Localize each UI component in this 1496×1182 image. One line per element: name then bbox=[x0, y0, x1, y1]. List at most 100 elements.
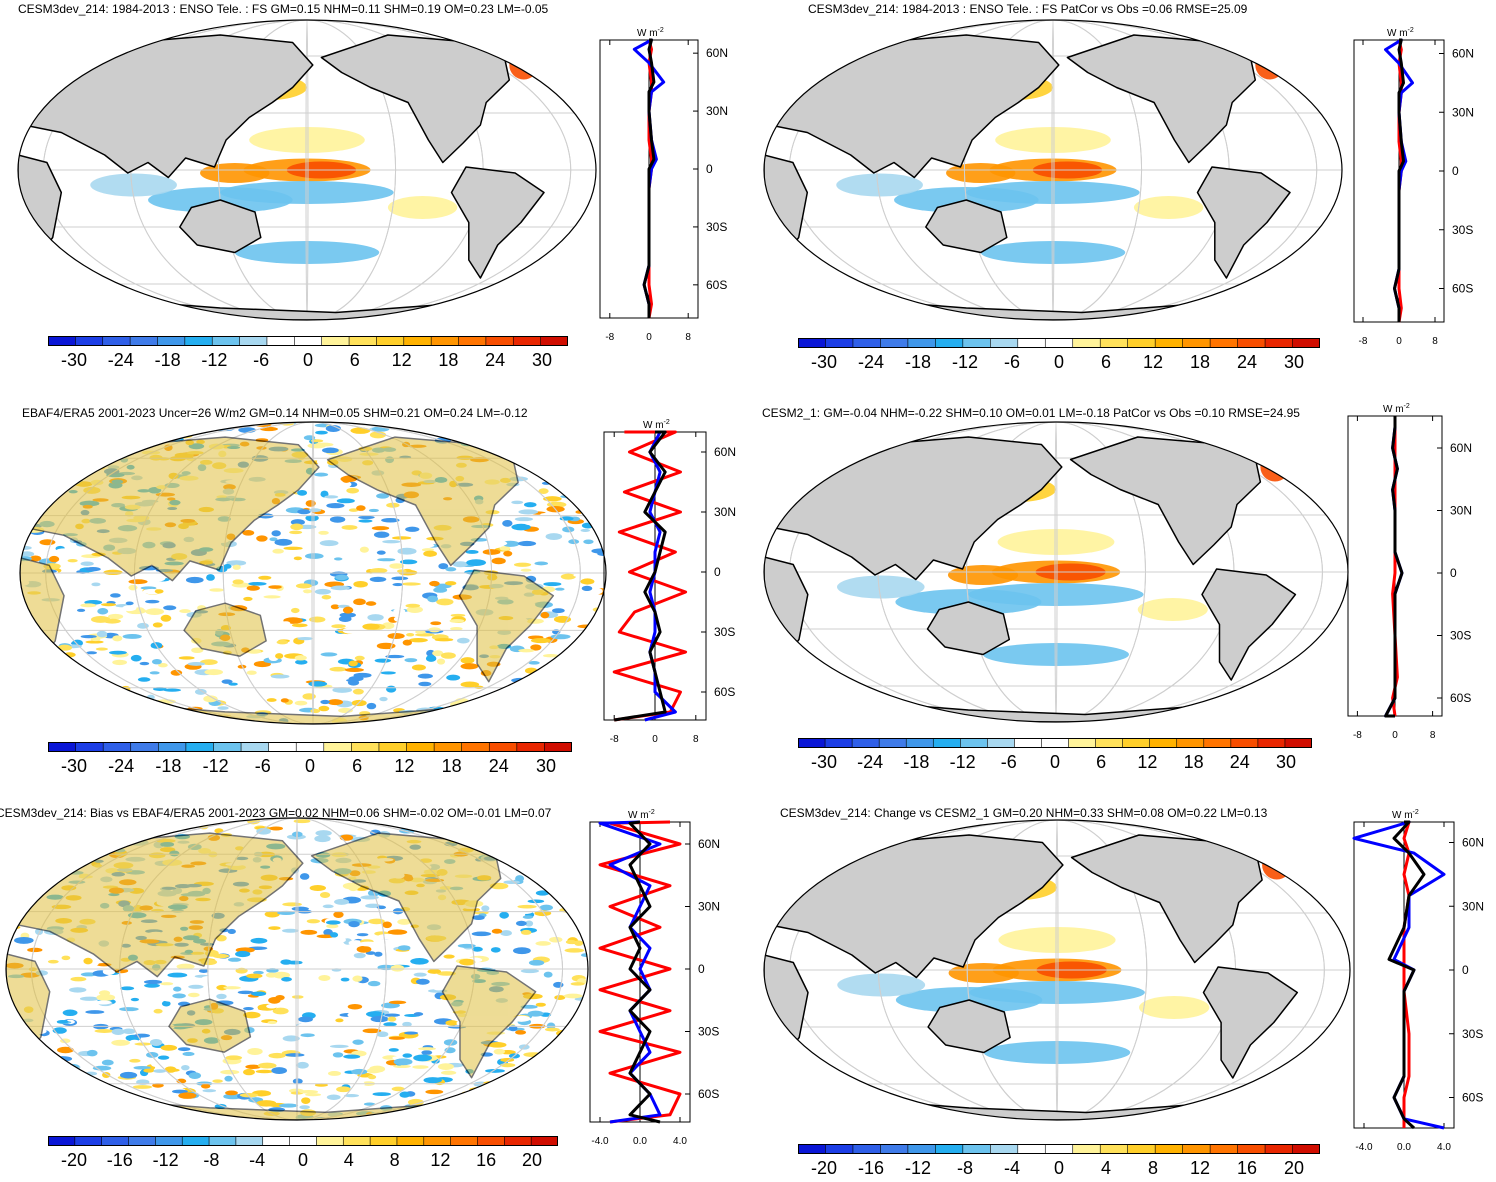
colorbar-tick-label: 16 bbox=[1236, 1158, 1258, 1178]
anomaly-speckle bbox=[264, 910, 280, 918]
anomaly-speckle bbox=[130, 654, 142, 662]
map-border bbox=[763, 819, 1351, 1121]
anomaly-speckle bbox=[344, 1094, 359, 1098]
anomaly-speckle bbox=[209, 970, 223, 974]
anomaly-patch bbox=[998, 927, 1116, 953]
anomaly-speckle bbox=[352, 1039, 364, 1045]
anomaly-patch bbox=[983, 643, 1129, 666]
colorbar-swatch bbox=[458, 336, 487, 346]
colorbar-labels: -30 -24 -18 -12 -6 0 6 12 18 24 30 bbox=[48, 350, 568, 374]
south-america-landmass bbox=[1201, 568, 1297, 681]
colorbar-tick-label: 6 bbox=[349, 350, 360, 370]
anomaly-speckle bbox=[308, 648, 324, 655]
colorbar-swatch bbox=[1072, 338, 1101, 348]
anomaly-speckle bbox=[297, 636, 313, 641]
anomaly-speckle bbox=[397, 945, 411, 951]
colorbar-swatch bbox=[798, 738, 826, 748]
anomaly-speckle bbox=[397, 918, 412, 925]
anomaly-speckle bbox=[259, 556, 273, 560]
anomaly-speckle bbox=[356, 933, 369, 937]
anomaly-speckle bbox=[515, 920, 527, 926]
anomaly-speckle bbox=[101, 1059, 114, 1066]
anomaly-speckle bbox=[365, 601, 377, 606]
colorbar-frame bbox=[48, 742, 572, 752]
anomaly-speckle bbox=[91, 582, 101, 587]
anomaly-speckle bbox=[427, 969, 442, 974]
colorbar-swatch bbox=[905, 738, 934, 748]
anomaly-patch bbox=[1137, 598, 1208, 621]
colorbar-tick-label: 30 bbox=[531, 350, 553, 370]
lat-tick-label: 30N bbox=[1462, 899, 1484, 913]
anomaly-speckle bbox=[432, 650, 444, 657]
colorbar-swatch bbox=[1154, 338, 1184, 348]
anomaly-speckle bbox=[347, 1003, 363, 1010]
colorbar-swatch bbox=[1017, 338, 1046, 348]
colorbar-swatch bbox=[323, 742, 352, 752]
anomaly-speckle bbox=[391, 1086, 405, 1092]
anomaly-speckle bbox=[385, 654, 405, 659]
anomaly-speckle bbox=[520, 968, 540, 974]
anomaly-speckle bbox=[357, 650, 374, 657]
colorbar-swatch bbox=[294, 336, 323, 346]
colorbar-labels: -30 -24 -18 -12 -6 0 6 12 18 24 30 bbox=[798, 752, 1312, 776]
zonal-x-tick-label: 0.0 bbox=[633, 1136, 647, 1147]
anomaly-speckle bbox=[227, 928, 236, 935]
anomaly-speckle bbox=[94, 1029, 115, 1033]
anomaly-speckle bbox=[481, 905, 490, 912]
anomaly-speckle bbox=[402, 1053, 413, 1058]
anomaly-speckle bbox=[538, 488, 549, 495]
colorbar-tick-label: 12 bbox=[391, 350, 412, 370]
anomaly-speckle bbox=[418, 681, 432, 687]
anomaly-speckle bbox=[235, 950, 251, 958]
anomaly-speckle bbox=[415, 978, 430, 985]
anomaly-speckle bbox=[96, 630, 108, 638]
colorbar-swatch bbox=[798, 338, 827, 348]
colorbar-swatch bbox=[184, 336, 213, 346]
anomaly-speckle bbox=[404, 1031, 419, 1035]
panel-title: CESM3dev_214: Change vs CESM2_1 GM=0.20 … bbox=[780, 806, 1268, 820]
anomaly-speckle bbox=[589, 587, 603, 595]
lat-tick-label: 30N bbox=[698, 900, 720, 914]
anomaly-speckle bbox=[64, 982, 83, 988]
anomaly-speckle bbox=[393, 608, 406, 615]
anomaly-speckle bbox=[133, 1065, 151, 1070]
colorbar-tick-label: 24 bbox=[488, 756, 509, 776]
anomaly-speckle bbox=[457, 637, 470, 644]
anomaly-speckle bbox=[529, 468, 550, 473]
anomaly-speckle bbox=[393, 1064, 411, 1069]
colorbar-swatch bbox=[376, 336, 405, 346]
anomaly-speckle bbox=[120, 986, 135, 991]
anomaly-speckle bbox=[327, 699, 344, 706]
anomaly-speckle bbox=[348, 884, 359, 892]
anomaly-speckle bbox=[370, 1015, 389, 1023]
colorbar-swatch bbox=[128, 1136, 156, 1146]
anomaly-speckle bbox=[182, 1051, 195, 1057]
colorbar-tick-label: 18 bbox=[1183, 752, 1204, 772]
anomaly-speckle bbox=[402, 422, 417, 426]
australia-landmass bbox=[179, 199, 262, 254]
colorbar-tick-label: -6 bbox=[254, 756, 271, 776]
colorbar-swatch bbox=[181, 1136, 210, 1146]
anomaly-speckle bbox=[376, 1031, 389, 1038]
anomaly-speckle bbox=[371, 526, 390, 531]
colorbar-swatch bbox=[396, 1136, 425, 1146]
anomaly-speckle bbox=[379, 1113, 392, 1120]
lat-tick-label: 0 bbox=[714, 565, 721, 579]
anomaly-speckle bbox=[348, 660, 358, 667]
anomaly-speckle bbox=[372, 1092, 392, 1096]
anomaly-speckle bbox=[518, 509, 539, 515]
anomaly-speckle bbox=[326, 502, 345, 509]
anomaly-speckle bbox=[408, 637, 428, 643]
anomaly-speckle bbox=[379, 696, 388, 702]
colorbar-tick-label: -24 bbox=[857, 752, 884, 772]
anomaly-speckle bbox=[198, 969, 209, 974]
anomaly-speckle bbox=[80, 634, 97, 639]
anomaly-speckle bbox=[299, 1105, 310, 1110]
anomaly-speckle bbox=[146, 1051, 159, 1058]
zonal-x-tick-label: 8 bbox=[685, 332, 691, 343]
lat-tick-label: 60N bbox=[698, 837, 720, 851]
zonal-series-obs bbox=[1397, 39, 1403, 323]
anomaly-speckle bbox=[538, 878, 549, 883]
colorbar-swatch bbox=[1182, 338, 1211, 348]
colorbar-swatch bbox=[477, 1136, 505, 1146]
